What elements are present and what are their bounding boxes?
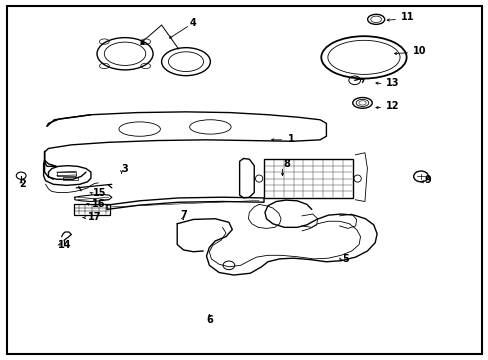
Text: 14: 14	[58, 239, 72, 249]
Text: 6: 6	[205, 315, 212, 325]
Text: 15: 15	[93, 188, 106, 198]
Text: 4: 4	[189, 18, 196, 28]
Text: 3: 3	[122, 163, 128, 174]
Bar	[57, 172, 76, 176]
Text: 8: 8	[283, 159, 290, 169]
Text: 12: 12	[385, 102, 399, 112]
Text: 16: 16	[92, 199, 105, 210]
Bar	[63, 177, 78, 180]
Bar	[264, 159, 352, 198]
Text: 13: 13	[385, 78, 399, 88]
Text: 5: 5	[341, 254, 348, 264]
Bar	[74, 204, 110, 215]
Text: 17: 17	[87, 212, 101, 221]
Text: 9: 9	[424, 175, 431, 185]
Text: 10: 10	[412, 46, 426, 56]
Text: 11: 11	[400, 12, 413, 22]
Text: 1: 1	[288, 134, 295, 144]
Text: 7: 7	[180, 210, 186, 220]
Text: 2: 2	[19, 179, 26, 189]
